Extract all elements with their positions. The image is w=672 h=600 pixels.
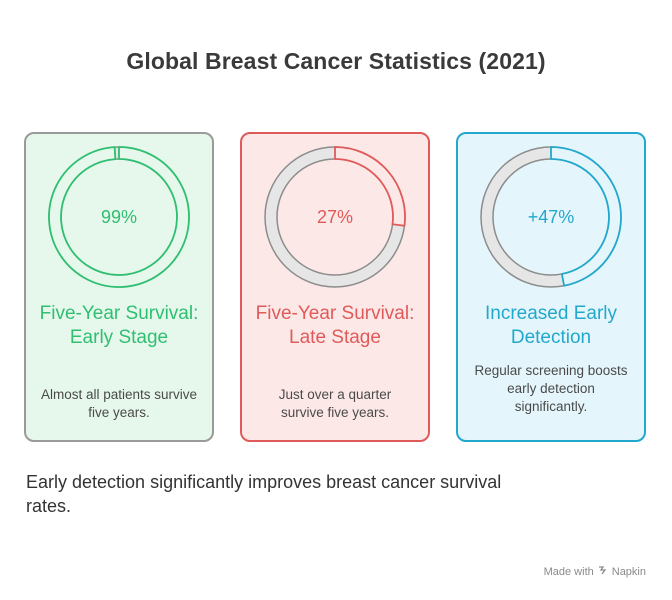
card-description: Just over a quarter survive five years. <box>278 387 392 420</box>
page-title: Global Breast Cancer Statistics (2021) <box>126 48 546 74</box>
card-heading: Five-Year Survival: Early Stage <box>39 303 199 348</box>
card-description: Almost all patients survive five years. <box>40 387 198 420</box>
stat-value: 99% <box>100 207 138 227</box>
napkin-logo-icon <box>598 565 608 578</box>
donut-ring <box>478 144 624 290</box>
watermark-prefix: Made with <box>543 565 594 578</box>
stat-value: +47% <box>527 207 575 227</box>
card-description: Regular screening boosts early detection… <box>474 363 628 414</box>
donut-progress-arc <box>48 146 190 288</box>
summary-text: Early detection significantly improves b… <box>26 472 502 516</box>
card-heading: Increased Early Detection <box>484 303 617 348</box>
donut-ring <box>262 144 408 290</box>
card-early-detection: +47% Increased Early Detection Regular s… <box>456 132 646 442</box>
card-early-stage-survival: 99% Five-Year Survival: Early Stage Almo… <box>24 132 214 442</box>
watermark-brand: Napkin <box>611 565 646 578</box>
card-late-stage-survival: 27% Five-Year Survival: Late Stage Just … <box>240 132 430 442</box>
donut-ring <box>46 144 192 290</box>
made-with-napkin-watermark: Made with Napkin <box>544 565 646 578</box>
donut-progress-arc <box>334 146 406 227</box>
card-heading: Five-Year Survival: Late Stage <box>255 303 415 348</box>
stat-value: 27% <box>316 207 354 227</box>
donut-progress-arc <box>550 146 622 287</box>
